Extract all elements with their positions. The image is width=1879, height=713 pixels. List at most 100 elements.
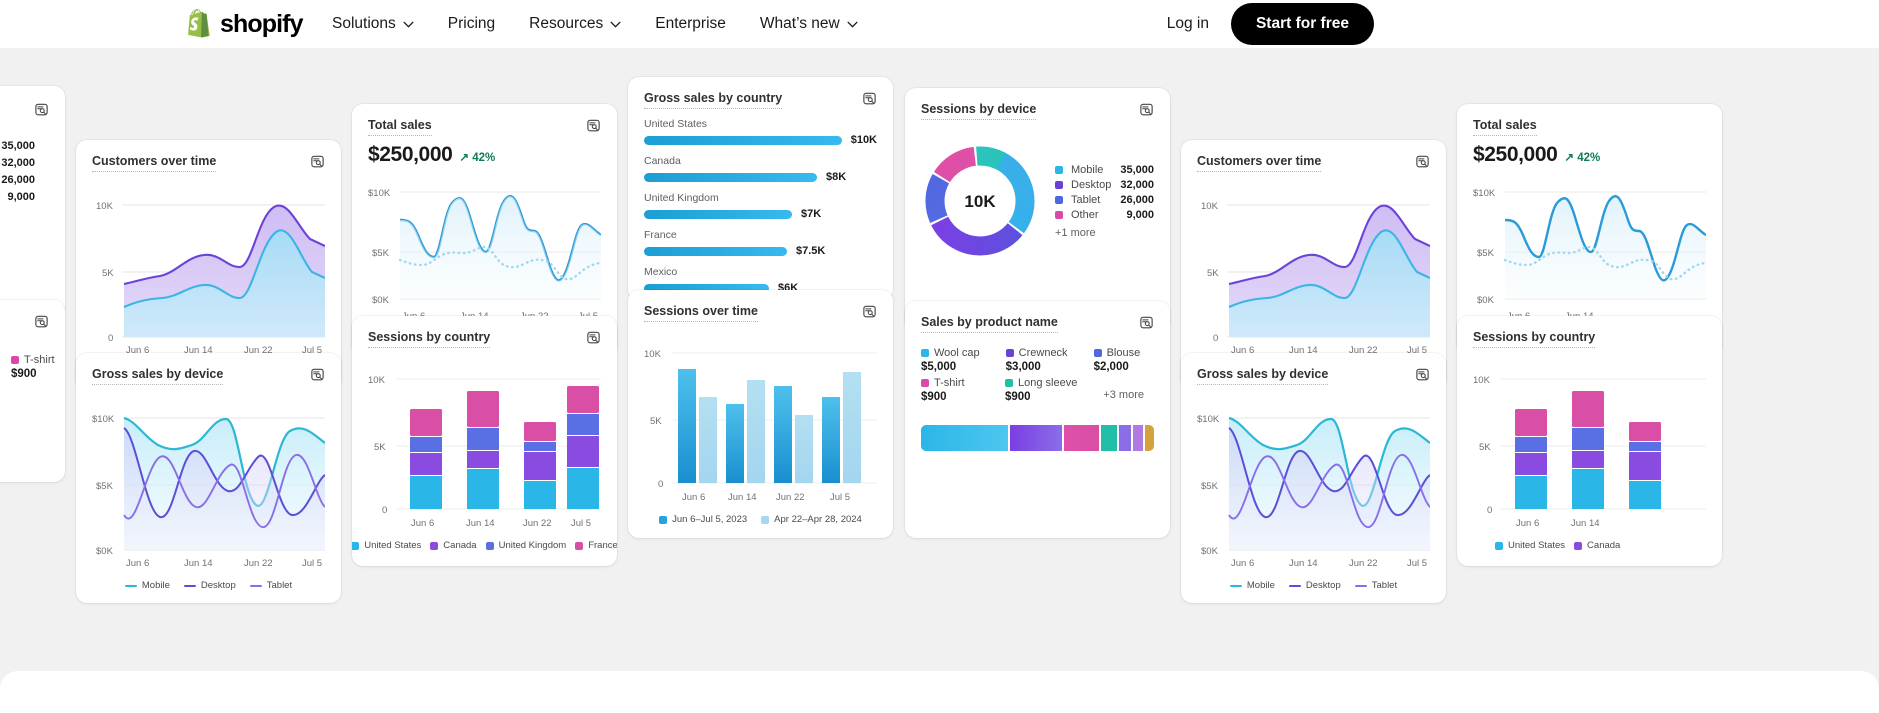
- legend-label: Desktop: [1305, 580, 1341, 591]
- segmented-bar: [921, 425, 1154, 451]
- segment-long-sleeve: [1118, 425, 1131, 451]
- legend-item: Desktop: [1288, 580, 1341, 591]
- card-title: Sessions by country: [1473, 330, 1596, 348]
- legend-item: Desktop: [183, 580, 236, 591]
- sessions-country-stacked-chart: 10K 5K 0 Jun 6: [368, 375, 601, 529]
- device-name: Desktop: [1071, 178, 1112, 191]
- legend-item: United Kingdom: [485, 540, 567, 551]
- explore-icon[interactable]: [310, 367, 325, 382]
- product-value: $5,000: [921, 361, 957, 373]
- country-name: France: [644, 229, 677, 241]
- x-tick: Jun 14: [1571, 518, 1600, 529]
- explore-icon[interactable]: [1415, 154, 1430, 169]
- color-swatch: [1005, 379, 1013, 387]
- donut-center-value: 10K: [964, 192, 996, 211]
- y-tick: 5K: [374, 442, 386, 453]
- x-tick: Jun 6: [682, 492, 705, 503]
- segment-crewneck: [1010, 425, 1063, 451]
- y-tick: 10K: [1473, 375, 1491, 386]
- product-value: $900: [11, 368, 37, 380]
- card-sessions-by-country: Sessions by country 10K 5K 0: [352, 316, 617, 566]
- legend-label: France: [588, 540, 617, 551]
- color-swatch: [1055, 195, 1063, 204]
- more-items-label[interactable]: +1 more: [1055, 226, 1096, 239]
- explore-icon[interactable]: [586, 330, 601, 345]
- device-value: 32,000: [1120, 178, 1154, 191]
- segment-other-1: [1132, 425, 1144, 451]
- header-actions: Log in Start for free: [1167, 3, 1374, 45]
- explore-icon[interactable]: [862, 304, 877, 319]
- y-tick: $10K: [1197, 414, 1220, 425]
- explore-icon[interactable]: [862, 91, 877, 106]
- card-title: Gross sales by device: [1197, 367, 1329, 385]
- explore-icon[interactable]: [1139, 102, 1154, 117]
- legend-item: France: [575, 540, 617, 551]
- color-swatch: [1055, 165, 1063, 174]
- product-name: Crewneck: [1018, 347, 1068, 359]
- chart-legend: Jun 6–Jul 5, 2023 Apr 22–Apr 28, 2024: [644, 514, 877, 525]
- color-swatch: [921, 379, 929, 387]
- customers-area-chart: 10K 5K 0 Jun 6 Jun 14 Jun 22 Jul 5: [96, 201, 326, 356]
- explore-icon[interactable]: [34, 314, 49, 329]
- card-title: Gross sales by device: [92, 367, 224, 385]
- login-link[interactable]: Log in: [1166, 15, 1209, 32]
- shopify-logo[interactable]: shopify: [186, 9, 303, 39]
- nav-label: Resources: [529, 15, 604, 32]
- nav-item-solutions[interactable]: Solutions: [332, 9, 431, 39]
- chart-legend: Mobile Desktop Tablet: [92, 580, 325, 591]
- device-name: Tablet: [1071, 193, 1101, 206]
- nav-item-resources[interactable]: Resources: [529, 9, 638, 39]
- x-tick: Jul 5: [830, 492, 850, 503]
- legend-value: 32,000: [1, 157, 35, 169]
- x-tick: Jun 14: [1289, 558, 1318, 569]
- chart-legend: United States Canada United Kingdom Fran…: [352, 540, 617, 551]
- start-for-free-button[interactable]: Start for free: [1230, 3, 1374, 45]
- more-items-label[interactable]: +3 more: [1103, 389, 1144, 401]
- x-tick: Jul 5: [302, 558, 322, 569]
- legend-value: 35,000: [1, 140, 35, 152]
- card-title: Sessions by device: [921, 102, 1037, 120]
- country-value: $7K: [801, 208, 822, 220]
- country-bar-row: United States $10K: [644, 118, 877, 146]
- card-gross-sales-by-device-right: Gross sales by device $10K $5K $0K Jun 6…: [1181, 353, 1446, 603]
- segment-tshirt: [1101, 425, 1117, 451]
- x-tick: Jun 6: [1231, 345, 1254, 356]
- legend-item: United States: [352, 540, 421, 551]
- sessions-over-time-bar-chart: 10K 5K 0 Jun 6 Jun 14 Jun 22 Jul 5: [644, 349, 877, 503]
- country-bar-row: United Kingdom $7K: [644, 192, 877, 220]
- x-tick: Jun 22: [776, 492, 805, 503]
- sessions-country-stacked-chart: 10K 5K 0 Jun 6 Jun 14: [1473, 375, 1706, 529]
- nav-label: Solutions: [332, 15, 396, 32]
- explore-icon[interactable]: [1139, 315, 1154, 330]
- color-swatch: [1055, 210, 1063, 219]
- x-tick: Jul 5: [1407, 558, 1427, 569]
- site-header: shopify Solutions Pricing Resources Ente…: [0, 0, 1879, 48]
- legend-label: Mobile: [1246, 580, 1275, 591]
- country-value: $8K: [826, 171, 847, 183]
- y-tick: $0K: [96, 546, 114, 557]
- card-gross-sales-by-country: Gross sales by country United States $10…: [628, 77, 893, 300]
- nav-item-pricing[interactable]: Pricing: [448, 9, 512, 39]
- card-title: Sessions by country: [368, 330, 491, 348]
- country-value: $10K: [850, 134, 877, 146]
- legend-label: United Kingdom: [498, 540, 567, 551]
- segment-blouse: [1064, 425, 1100, 451]
- donut-legend: Mobile 35,000 Desktop 32,000 Tablet 26,0…: [1055, 164, 1154, 221]
- chart-legend: Mobile Desktop Tablet: [1197, 580, 1430, 591]
- legend-item: Apr 22–Apr 28, 2024: [761, 514, 862, 525]
- y-tick: $10K: [92, 414, 115, 425]
- card-total-sales-right-partial: Total sales $250,000 ↗︎ 42% $10K $5K $0K…: [1457, 104, 1722, 356]
- explore-icon[interactable]: [1415, 367, 1430, 382]
- y-tick: $5K: [96, 481, 114, 492]
- chevron-down-icon: [403, 21, 414, 28]
- x-tick: Jun 6: [126, 345, 149, 356]
- explore-icon[interactable]: [34, 102, 49, 117]
- nav-item-enterprise[interactable]: Enterprise: [655, 9, 743, 39]
- nav-item-whats-new[interactable]: What’s new: [760, 9, 875, 39]
- explore-icon[interactable]: [586, 118, 601, 133]
- x-tick: Jun 22: [244, 345, 273, 356]
- explore-icon[interactable]: [310, 154, 325, 169]
- nav-label: Pricing: [447, 15, 496, 32]
- legend-label: Mobile: [141, 580, 170, 591]
- card-title: Customers over time: [92, 154, 217, 172]
